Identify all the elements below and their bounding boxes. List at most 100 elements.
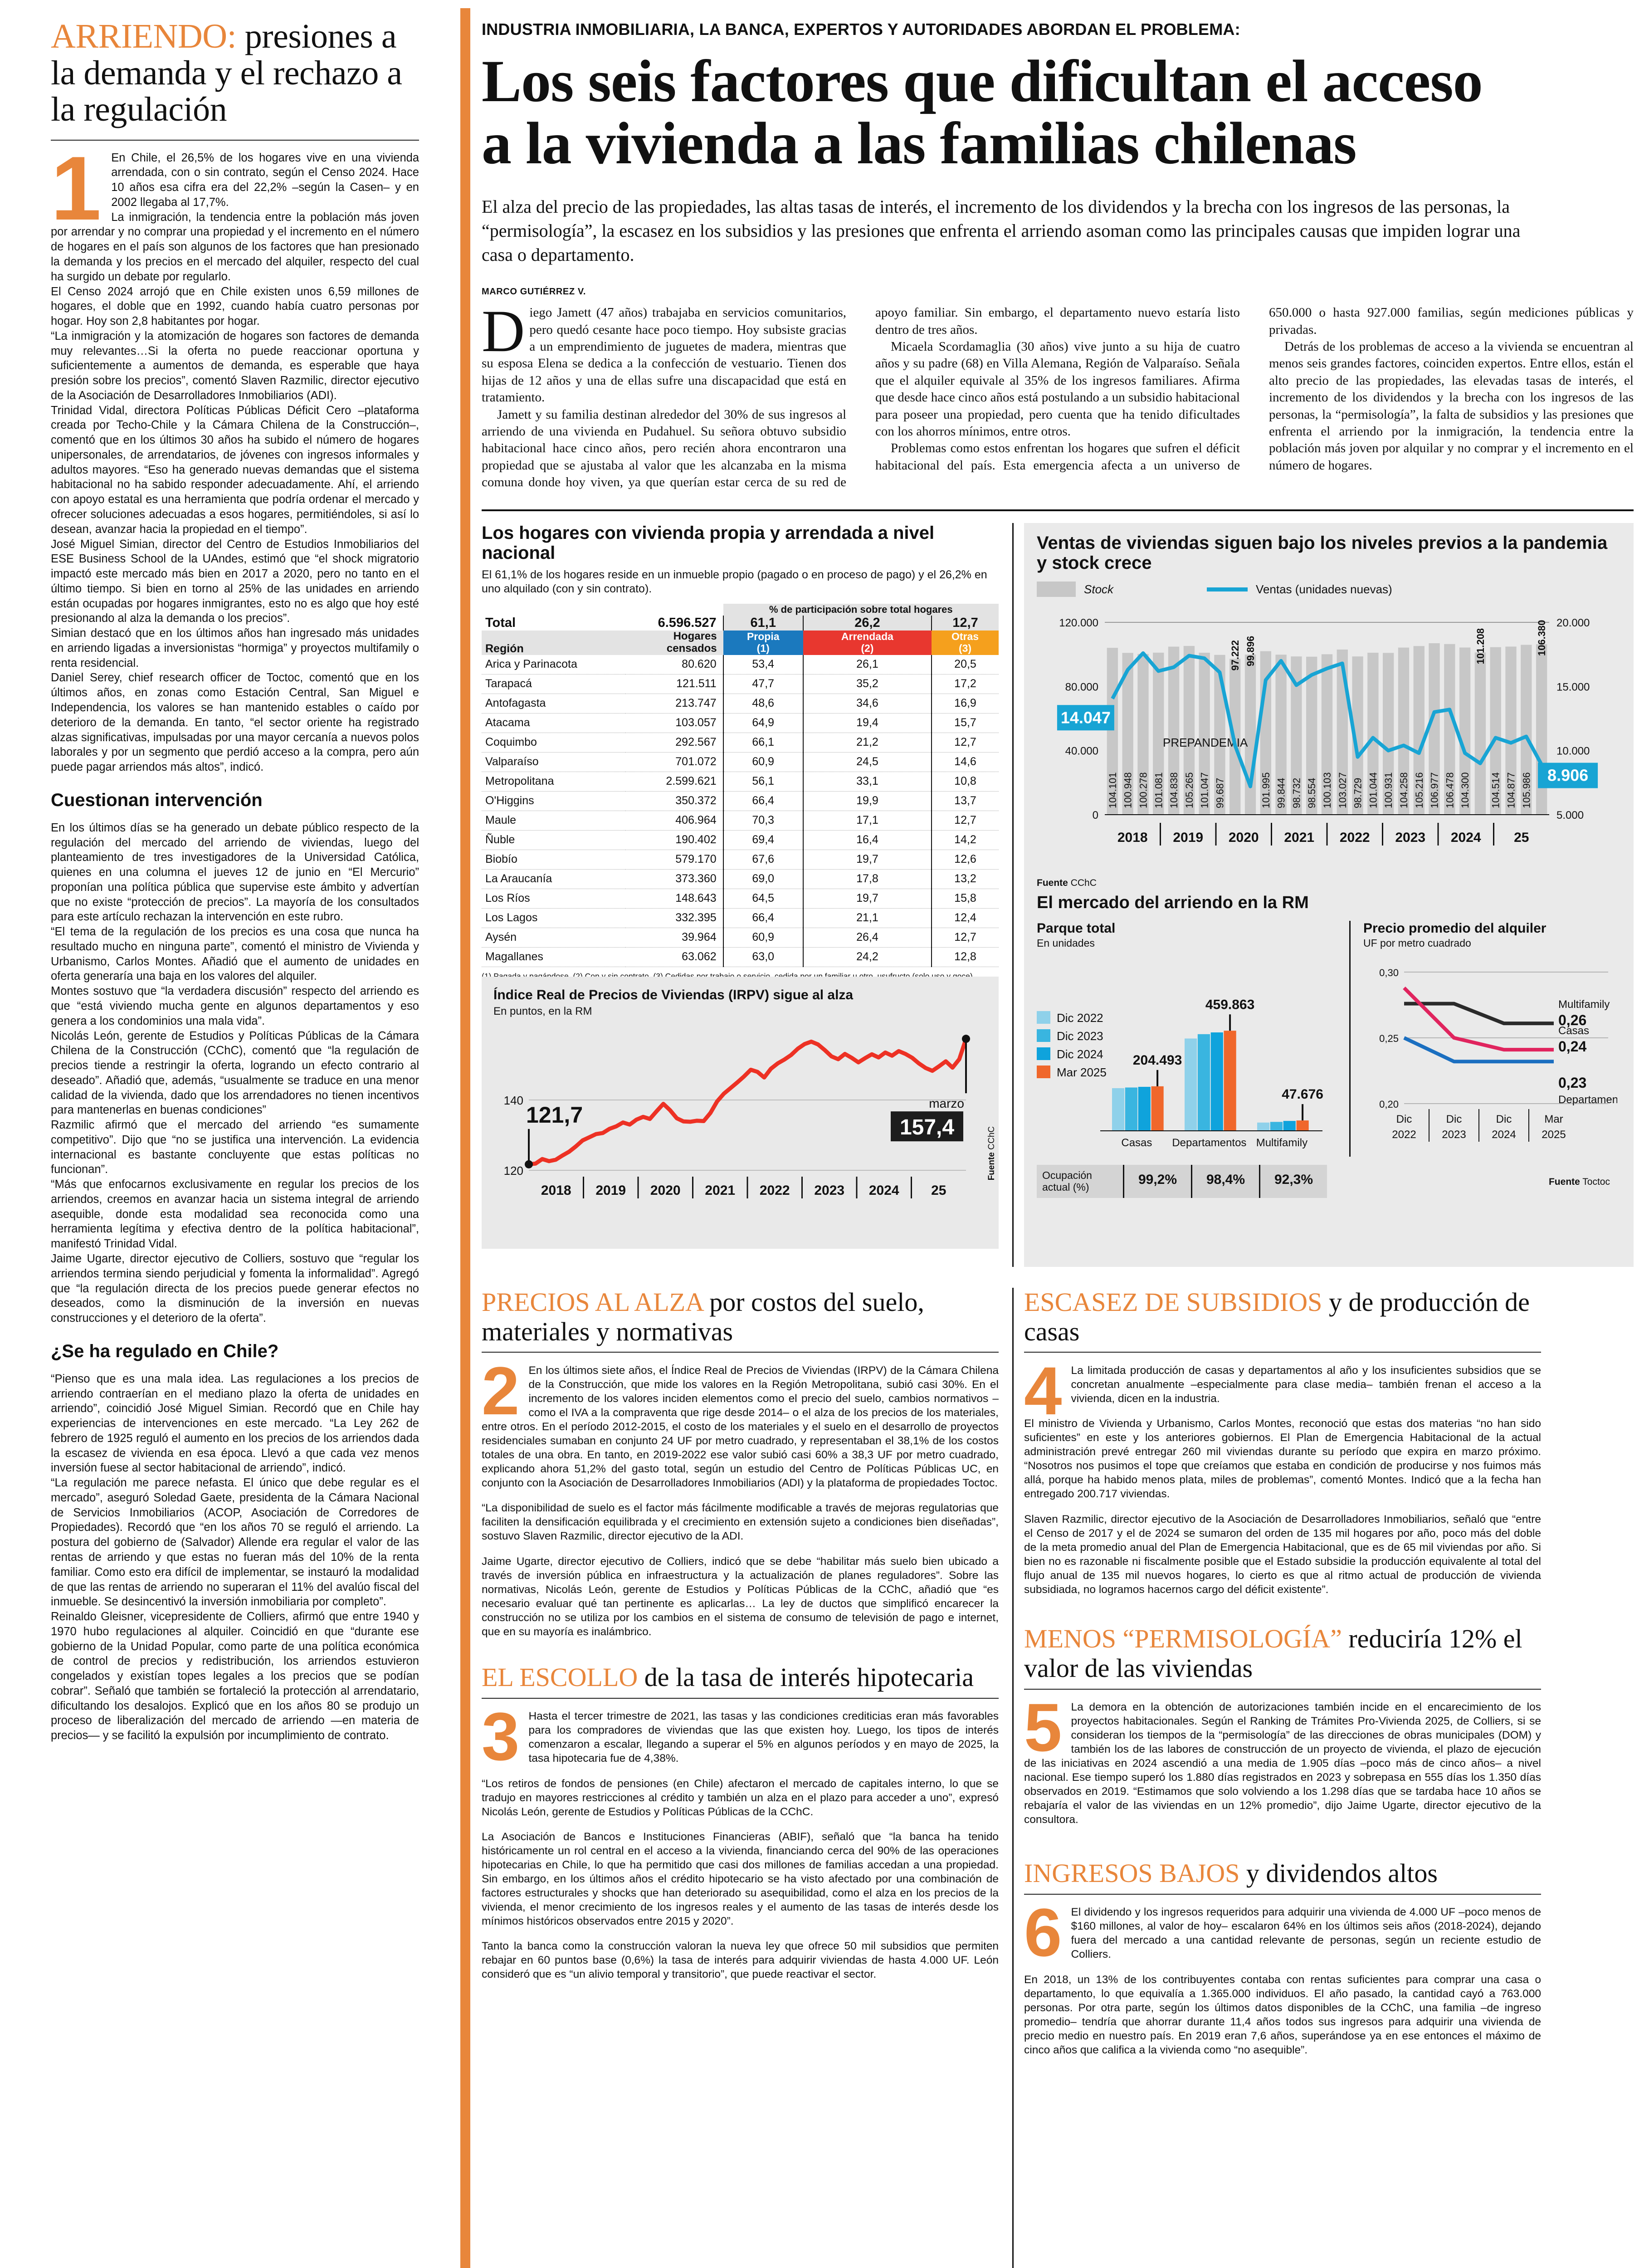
table-cell: 17,2	[931, 674, 999, 694]
drop-cap: D	[482, 298, 525, 365]
occupancy-casas: 99,2%	[1123, 1165, 1191, 1198]
chart-title: Los hogares con vivienda propia y arrend…	[482, 523, 935, 563]
table-cell: 60,9	[722, 752, 803, 772]
table-cell: 33,1	[802, 772, 932, 792]
svg-text:47.676: 47.676	[1282, 1087, 1323, 1102]
svg-text:100.948: 100.948	[1122, 772, 1134, 809]
svg-text:Multifamily: Multifamily	[1558, 998, 1610, 1011]
factor-body: 6 El dividendo y los ingresos requeridos…	[1024, 1894, 1541, 2057]
left-rail-body-2: En los últimos días se ha generado un de…	[51, 821, 419, 1326]
table-row: Coquimbo 292.567 66,1 21,2 12,7	[482, 733, 999, 753]
svg-text:104.838: 104.838	[1168, 772, 1180, 809]
table-row: Metropolitana 2.599.621 56,1 33,1 10,8	[482, 772, 999, 792]
panel-subtitle: En unidades	[1037, 937, 1095, 949]
legend-label-ventas: Ventas (unidades nuevas)	[1256, 582, 1392, 596]
table-cell: 24,5	[802, 752, 932, 772]
svg-text:104.101: 104.101	[1107, 772, 1118, 809]
paragraph: Hasta el tercer trimestre de 2021, las t…	[528, 1710, 999, 1765]
table-hogares: % de participación sobre total hogares T…	[482, 604, 999, 967]
divider	[1024, 1352, 1541, 1353]
table-row: Maule 406.964 70,3 17,1 12,7	[482, 811, 999, 831]
svg-text:2020: 2020	[650, 1183, 681, 1198]
paragraph: Tanto la banca como la construcción valo…	[482, 1940, 999, 1981]
factor-heading-highlight: PRECIOS AL ALZA	[482, 1287, 703, 1317]
chart-source: Fuente Toctoc	[1363, 1177, 1617, 1188]
table-row: Arica y Parinacota 80.620 53,4 26,1 20,5	[482, 655, 999, 675]
table-cell: Valparaíso	[482, 752, 625, 772]
panel-precio-alquiler: Precio promedio del alquiler UF por metr…	[1363, 921, 1633, 1198]
table-cell: Ñuble	[482, 830, 625, 850]
legend-label-stock: Stock	[1084, 582, 1114, 596]
table-cell: 17,8	[802, 869, 932, 889]
factor-5: MENOS “PERMISOLOGÍA” reduciría 12% el va…	[1024, 1624, 1541, 1827]
table-cell: 63,0	[722, 947, 803, 967]
factor-3: EL ESCOLLO de la tasa de interés hipotec…	[482, 1662, 999, 1982]
table-cell: 47,7	[722, 674, 803, 694]
svg-text:105.265: 105.265	[1184, 772, 1195, 809]
factor-body: 5 La demora en la obtención de autorizac…	[1024, 1693, 1541, 1827]
occupancy-multifamily: 92,3%	[1259, 1165, 1327, 1198]
factor-heading-rest: y de producción de casas	[1024, 1287, 1530, 1346]
panel-divider	[1336, 921, 1363, 1198]
left-rail-subhead-2: ¿Se ha regulado en Chile?	[51, 1341, 279, 1361]
chart-title-rm: El mercado del arriendo en la RM	[1037, 893, 1309, 913]
factor-heading-rest: reduciría 12% el valor de las viviendas	[1024, 1623, 1522, 1683]
table-cell: 19,7	[802, 850, 932, 870]
paragraph: La limitada producción de casas y depart…	[1071, 1364, 1541, 1405]
table-cell: Biobío	[482, 850, 625, 870]
table-row: Atacama 103.057 64,9 19,4 15,7	[482, 713, 999, 733]
svg-text:2022: 2022	[760, 1183, 790, 1198]
left-rail-column: ARRIENDO: presiones a la demanda y el re…	[51, 18, 419, 1743]
table-row: Los Ríos 148.643 64,5 19,7 15,8	[482, 889, 999, 909]
factor-heading-highlight: EL ESCOLLO	[482, 1662, 638, 1692]
paragraph: “La disponibilidad de suelo es el factor…	[482, 1502, 999, 1543]
table-cell: 63.062	[625, 947, 723, 967]
left-rail-body-3: “Pienso que es una mala idea. Las regula…	[51, 1372, 419, 1743]
factor-heading: INGRESOS BAJOS y dividendos altos	[1024, 1858, 1541, 1888]
table-cell: 69,4	[722, 830, 803, 850]
table-cell: Los Ríos	[482, 889, 625, 909]
table-cell: 14,2	[931, 830, 999, 850]
table-cell: 12,4	[931, 908, 999, 928]
paragraph: Montes sostuvo que “la verdadera discusi…	[51, 985, 419, 1027]
svg-text:2024: 2024	[869, 1183, 899, 1198]
table-cell: Antofagasta	[482, 694, 625, 714]
factor-6: INGRESOS BAJOS y dividendos altos 6 El d…	[1024, 1858, 1541, 2058]
svg-text:10.000: 10.000	[1556, 745, 1590, 758]
table-cell: Aysén	[482, 928, 625, 948]
svg-text:Mar: Mar	[1544, 1113, 1563, 1125]
chart-subtitle: El 61,1% de los hogares reside en un inm…	[482, 568, 987, 595]
main-article: INDUSTRIA INMOBILIARIA, LA BANCA, EXPERT…	[482, 20, 1634, 2268]
chart-subtitle: En puntos, en la RM	[493, 1005, 592, 1018]
ventas-plot: 0 40.000 80.000 120.000 5.000 10.000 15.000 20.…	[1057, 617, 1598, 846]
table-cell: 20,5	[931, 655, 999, 675]
table-row: Ñuble 190.402 69,4 16,4 14,2	[482, 830, 999, 850]
paragraph: Detrás de los problemas de acceso a la v…	[1269, 339, 1634, 473]
svg-text:20.000: 20.000	[1556, 617, 1590, 629]
svg-text:0,26: 0,26	[1558, 1012, 1586, 1028]
table-banner-row: % de participación sobre total hogares	[482, 604, 999, 616]
table-cell: Tarapacá	[482, 674, 625, 694]
svg-text:Dic 2024: Dic 2024	[1057, 1047, 1103, 1061]
table-cell: 292.567	[625, 733, 723, 753]
table-total-row: Total 6.596.527 61,1 26,2 12,7	[482, 616, 999, 631]
svg-text:25: 25	[931, 1183, 946, 1198]
paragraph: La inmigración, la tendencia entre la po…	[51, 210, 419, 283]
table-cell: 190.402	[625, 830, 723, 850]
table-cell: Maule	[482, 811, 625, 831]
factor-heading-highlight: MENOS “PERMISOLOGÍA”	[1024, 1623, 1342, 1653]
svg-text:2024: 2024	[1451, 830, 1481, 845]
table-cell: 15,7	[931, 713, 999, 733]
panel-parque-total: Parque total En unidades Dic 2022 Dic 202…	[1037, 921, 1336, 1198]
factor-number-6: 6	[1024, 1894, 1062, 1971]
svg-text:0,23: 0,23	[1558, 1075, 1586, 1091]
table-cell: 701.072	[625, 752, 723, 772]
table-cell: Metropolitana	[482, 772, 625, 792]
factor-2: PRECIOS AL ALZA por costos del suelo, ma…	[482, 1287, 999, 1639]
table-cell: Los Lagos	[482, 908, 625, 928]
table-cell: 66,4	[722, 908, 803, 928]
svg-text:Multifamily: Multifamily	[1256, 1137, 1307, 1149]
table-cell: 13,2	[931, 869, 999, 889]
